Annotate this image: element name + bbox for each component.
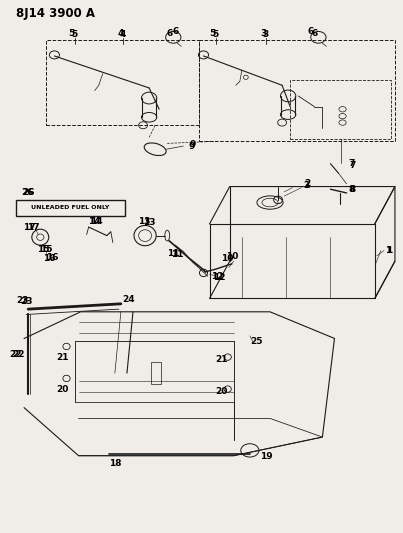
Bar bbox=[151, 362, 161, 384]
Text: 13: 13 bbox=[138, 217, 151, 226]
Text: 8J14 3900 A: 8J14 3900 A bbox=[16, 7, 95, 20]
Text: 9: 9 bbox=[189, 141, 196, 149]
Text: 7: 7 bbox=[349, 159, 355, 168]
Text: 1: 1 bbox=[385, 246, 391, 255]
Bar bbox=[290, 80, 391, 139]
Text: 10: 10 bbox=[226, 253, 239, 261]
Text: 13: 13 bbox=[143, 219, 156, 227]
Text: 16: 16 bbox=[46, 253, 59, 262]
Text: 19: 19 bbox=[260, 453, 272, 461]
Text: 8: 8 bbox=[349, 185, 355, 193]
Text: 6: 6 bbox=[166, 29, 172, 37]
Text: 16: 16 bbox=[43, 254, 56, 263]
Text: UNLEADED FUEL ONLY: UNLEADED FUEL ONLY bbox=[31, 205, 110, 211]
Text: 21: 21 bbox=[215, 356, 228, 364]
Text: 23: 23 bbox=[16, 296, 29, 304]
Text: 23: 23 bbox=[20, 297, 33, 305]
Text: 15: 15 bbox=[37, 246, 50, 254]
Text: 25: 25 bbox=[250, 337, 263, 345]
Text: 12: 12 bbox=[211, 272, 224, 280]
Text: 3: 3 bbox=[263, 30, 269, 38]
Text: 24: 24 bbox=[123, 295, 135, 304]
Text: 22: 22 bbox=[12, 350, 25, 359]
Text: 14: 14 bbox=[90, 217, 103, 226]
Text: 17: 17 bbox=[27, 223, 39, 232]
Text: 9: 9 bbox=[188, 142, 195, 150]
Text: 6: 6 bbox=[172, 28, 179, 36]
Text: 12: 12 bbox=[212, 273, 225, 281]
Text: 5: 5 bbox=[210, 29, 216, 37]
Text: 2: 2 bbox=[303, 181, 310, 190]
Text: 2: 2 bbox=[304, 180, 310, 188]
Text: 10: 10 bbox=[222, 254, 234, 263]
Text: 26: 26 bbox=[22, 189, 35, 197]
Text: 5: 5 bbox=[69, 29, 75, 37]
Text: 11: 11 bbox=[167, 249, 180, 258]
Text: 6: 6 bbox=[311, 29, 318, 37]
Bar bbox=[46, 40, 199, 125]
Text: 7: 7 bbox=[349, 161, 356, 169]
Text: 14: 14 bbox=[87, 217, 100, 226]
Text: 1: 1 bbox=[386, 246, 392, 255]
Text: 6: 6 bbox=[307, 28, 314, 36]
Text: 4: 4 bbox=[118, 29, 124, 37]
Text: 11: 11 bbox=[171, 251, 184, 259]
Text: 15: 15 bbox=[40, 246, 53, 254]
Bar bbox=[16, 200, 125, 216]
Text: 21: 21 bbox=[56, 353, 69, 361]
Text: 8: 8 bbox=[349, 185, 356, 193]
Text: 3: 3 bbox=[261, 29, 267, 37]
Text: 22: 22 bbox=[9, 350, 22, 359]
Text: 5: 5 bbox=[71, 30, 78, 38]
Text: 17: 17 bbox=[23, 223, 35, 232]
Text: 26: 26 bbox=[21, 189, 34, 197]
Text: 20: 20 bbox=[216, 387, 228, 396]
Text: 5: 5 bbox=[212, 30, 219, 38]
Bar bbox=[199, 40, 395, 141]
Text: 20: 20 bbox=[56, 385, 69, 393]
Text: 18: 18 bbox=[108, 459, 121, 468]
Text: 4: 4 bbox=[120, 30, 126, 38]
